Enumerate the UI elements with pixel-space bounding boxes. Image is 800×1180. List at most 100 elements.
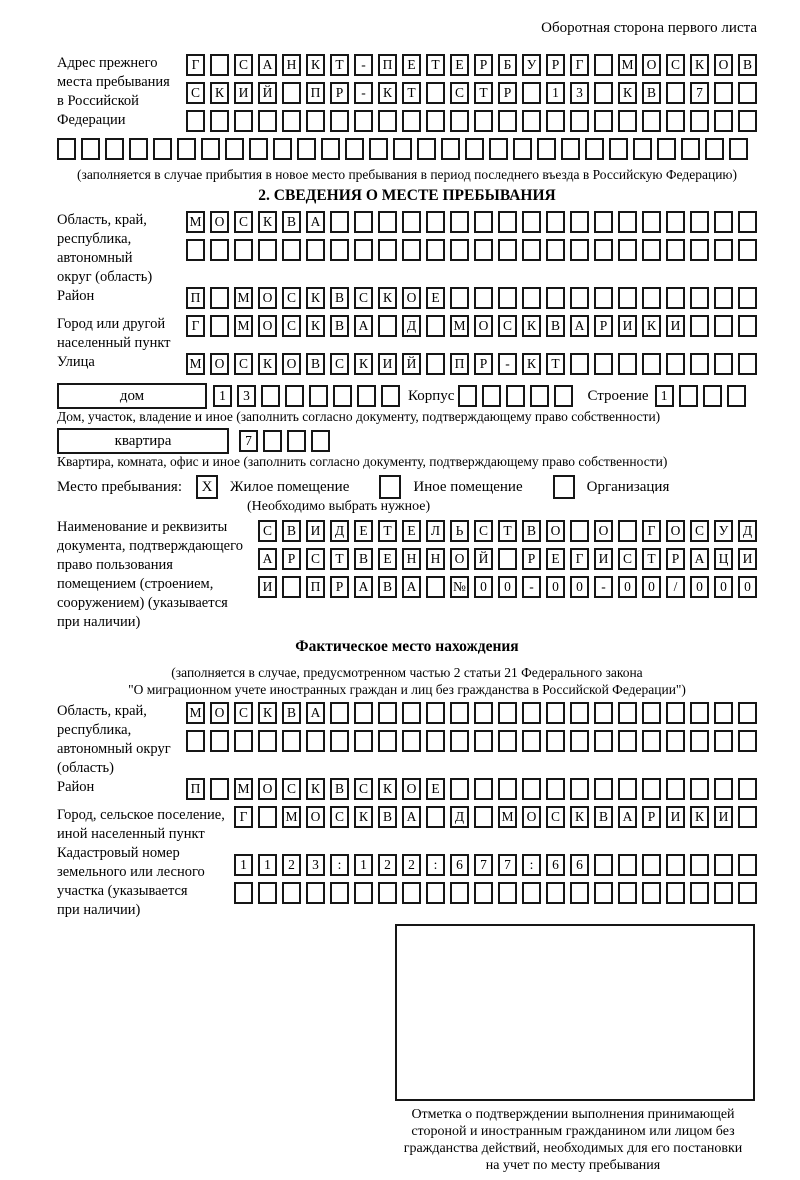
char-box[interactable]: С xyxy=(330,806,349,828)
char-box[interactable] xyxy=(393,138,412,160)
char-box[interactable]: Р xyxy=(330,576,349,598)
char-box[interactable] xyxy=(506,385,526,407)
char-box[interactable] xyxy=(381,385,400,407)
char-box[interactable]: С xyxy=(234,353,253,375)
char-box[interactable] xyxy=(690,854,709,876)
char-box[interactable] xyxy=(738,82,757,104)
char-box[interactable]: В xyxy=(378,806,397,828)
char-box[interactable] xyxy=(105,138,124,160)
char-box[interactable] xyxy=(450,239,469,261)
char-box[interactable]: В xyxy=(738,54,757,76)
char-box[interactable] xyxy=(618,520,637,542)
char-box[interactable]: К xyxy=(642,315,661,337)
char-box[interactable] xyxy=(474,778,493,800)
char-box[interactable]: / xyxy=(666,576,685,598)
char-box[interactable]: В xyxy=(378,576,397,598)
char-box[interactable] xyxy=(450,882,469,904)
char-box[interactable] xyxy=(210,315,229,337)
char-box[interactable]: М xyxy=(186,702,205,724)
char-box[interactable] xyxy=(426,730,445,752)
char-box[interactable] xyxy=(618,854,637,876)
char-box[interactable] xyxy=(546,110,565,132)
char-box[interactable] xyxy=(714,239,733,261)
char-box[interactable]: К xyxy=(522,353,541,375)
char-box[interactable]: 0 xyxy=(474,576,493,598)
char-box[interactable] xyxy=(210,287,229,309)
char-box[interactable] xyxy=(426,353,445,375)
char-box[interactable] xyxy=(618,287,637,309)
char-box[interactable]: С xyxy=(618,548,637,570)
char-box[interactable] xyxy=(618,110,637,132)
char-box[interactable]: Г xyxy=(186,315,205,337)
char-box[interactable] xyxy=(714,211,733,233)
char-box[interactable]: М xyxy=(450,315,469,337)
char-box[interactable]: О xyxy=(258,287,277,309)
char-box[interactable] xyxy=(618,702,637,724)
char-box[interactable] xyxy=(474,806,493,828)
char-box[interactable] xyxy=(441,138,460,160)
char-box[interactable] xyxy=(594,353,613,375)
char-box[interactable]: В xyxy=(330,315,349,337)
char-box[interactable]: И xyxy=(306,520,325,542)
char-box[interactable]: Д xyxy=(738,520,757,542)
char-box[interactable]: 3 xyxy=(306,854,325,876)
char-box[interactable]: Е xyxy=(402,520,421,542)
char-box[interactable] xyxy=(690,239,709,261)
char-box[interactable]: В xyxy=(282,520,301,542)
char-box[interactable] xyxy=(594,54,613,76)
char-box[interactable]: Н xyxy=(282,54,301,76)
char-box[interactable] xyxy=(618,882,637,904)
char-box[interactable]: К xyxy=(354,806,373,828)
char-box[interactable]: 1 xyxy=(234,854,253,876)
char-box[interactable]: В xyxy=(306,353,325,375)
char-box[interactable]: А xyxy=(354,315,373,337)
char-box[interactable] xyxy=(201,138,220,160)
char-box[interactable]: О xyxy=(402,778,421,800)
char-box[interactable] xyxy=(210,239,229,261)
char-box[interactable] xyxy=(594,882,613,904)
char-box[interactable]: С xyxy=(234,211,253,233)
char-box[interactable] xyxy=(618,211,637,233)
char-box[interactable]: 0 xyxy=(642,576,661,598)
char-box[interactable]: 7 xyxy=(690,82,709,104)
char-box[interactable]: А xyxy=(618,806,637,828)
char-box[interactable]: Ь xyxy=(450,520,469,542)
char-box[interactable] xyxy=(690,882,709,904)
char-box[interactable] xyxy=(426,806,445,828)
char-box[interactable]: : xyxy=(330,854,349,876)
char-box[interactable] xyxy=(738,730,757,752)
char-box[interactable] xyxy=(666,730,685,752)
char-box[interactable]: А xyxy=(258,548,277,570)
char-box[interactable]: 0 xyxy=(738,576,757,598)
char-box[interactable]: Й xyxy=(402,353,421,375)
char-box[interactable]: О xyxy=(258,315,277,337)
char-box[interactable] xyxy=(378,239,397,261)
char-box[interactable] xyxy=(249,138,268,160)
char-box[interactable] xyxy=(666,82,685,104)
char-box[interactable] xyxy=(450,287,469,309)
char-box[interactable] xyxy=(330,239,349,261)
char-box[interactable]: А xyxy=(402,806,421,828)
char-box[interactable] xyxy=(594,778,613,800)
char-box[interactable] xyxy=(378,702,397,724)
char-box[interactable]: С xyxy=(498,315,517,337)
char-box[interactable]: И xyxy=(258,576,277,598)
char-box[interactable]: К xyxy=(618,82,637,104)
char-box[interactable] xyxy=(618,730,637,752)
char-box[interactable] xyxy=(498,110,517,132)
char-box[interactable]: И xyxy=(666,315,685,337)
char-box[interactable]: О xyxy=(714,54,733,76)
char-box[interactable] xyxy=(678,385,698,407)
char-box[interactable]: 0 xyxy=(714,576,733,598)
char-box[interactable] xyxy=(234,730,253,752)
char-box[interactable]: К xyxy=(354,353,373,375)
char-box[interactable]: М xyxy=(282,806,301,828)
char-box[interactable]: О xyxy=(522,806,541,828)
char-box[interactable] xyxy=(666,353,685,375)
char-box[interactable]: М xyxy=(498,806,517,828)
char-box[interactable] xyxy=(129,138,148,160)
char-box[interactable]: В xyxy=(594,806,613,828)
char-box[interactable] xyxy=(306,882,325,904)
char-box[interactable] xyxy=(357,385,376,407)
char-box[interactable] xyxy=(474,730,493,752)
